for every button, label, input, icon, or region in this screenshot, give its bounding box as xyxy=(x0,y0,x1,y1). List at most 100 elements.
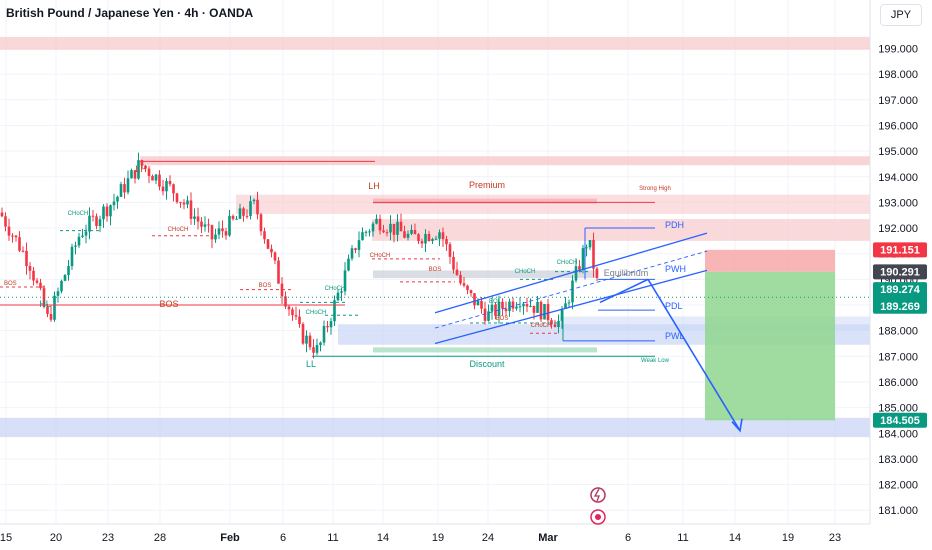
supply-zone-192 xyxy=(372,219,870,241)
candle-body xyxy=(466,285,469,291)
time-tick-label: 24 xyxy=(482,532,494,544)
equilibrium-label: Equilibrium xyxy=(604,268,649,278)
premium-label: Premium xyxy=(469,180,505,190)
candle-body xyxy=(578,266,581,270)
candle-body xyxy=(487,311,490,321)
price-tag-bg xyxy=(873,264,927,280)
price-axis[interactable]: 199.000 198.000 197.000 196.000 195.000 194.0… xyxy=(869,0,918,524)
price-tag-value: 189.274 xyxy=(880,284,921,296)
candle-body xyxy=(39,282,42,289)
candle-body xyxy=(182,202,186,205)
candle-body xyxy=(438,232,441,239)
time-tick-label: 14 xyxy=(729,532,741,544)
candle-body xyxy=(221,228,224,232)
candle-body xyxy=(291,309,294,316)
candle-body xyxy=(515,306,518,309)
target-icon[interactable] xyxy=(590,509,606,525)
candle-body xyxy=(200,221,203,227)
candle-body xyxy=(11,235,14,237)
price-tag-value: 190.291 xyxy=(880,266,920,278)
candle-body xyxy=(410,229,413,234)
candle-body xyxy=(175,193,179,203)
candle-body xyxy=(224,231,228,236)
choch-label-8: CHoCH xyxy=(306,310,327,316)
candle-body xyxy=(249,201,252,216)
lh-label-1: LH xyxy=(135,164,147,174)
candle-body xyxy=(70,246,74,267)
candle-body xyxy=(574,266,578,281)
time-tick-label: 11 xyxy=(327,532,338,544)
candle-body xyxy=(389,223,392,233)
candle-body xyxy=(4,216,7,227)
candle-body xyxy=(375,218,378,224)
time-tick-label: 23 xyxy=(829,532,841,544)
candle-body xyxy=(60,280,63,292)
time-tick-label: 19 xyxy=(432,532,444,544)
candle-body xyxy=(525,304,529,307)
candle-body xyxy=(130,170,133,179)
candle-body xyxy=(210,225,214,240)
candle-body xyxy=(77,236,81,246)
candle-body xyxy=(84,231,88,236)
candle-body xyxy=(305,335,308,344)
candle-body xyxy=(581,248,585,270)
candle-body xyxy=(392,223,396,235)
price-tick-label: 181.000 xyxy=(878,505,918,517)
candle-body xyxy=(165,180,168,192)
candle-body xyxy=(490,304,494,312)
candle-body xyxy=(63,274,67,281)
price-tick-label: 195.000 xyxy=(878,146,918,158)
candle-body xyxy=(298,316,301,324)
candle-body xyxy=(427,234,431,242)
candle-body xyxy=(385,232,389,234)
candle-body xyxy=(28,266,32,271)
candle-body xyxy=(340,291,343,293)
eql-label: EQL xyxy=(489,299,502,305)
candle-body xyxy=(193,216,196,219)
candle-body xyxy=(95,216,98,227)
candle-body xyxy=(32,270,35,281)
discount-label: Discount xyxy=(469,359,505,369)
currency-button[interactable]: JPY xyxy=(880,4,922,26)
price-tags: 191.151190.291189.27401:03:15189.269184.… xyxy=(873,242,927,428)
take-profit-box xyxy=(705,271,835,421)
candle-body xyxy=(501,301,504,309)
candle-body xyxy=(413,229,417,235)
lightning-icon[interactable] xyxy=(590,487,606,503)
channel-lower xyxy=(434,269,708,345)
candle-body xyxy=(399,221,403,232)
candle-body xyxy=(518,306,522,308)
candle-body xyxy=(207,224,210,226)
arrow-head xyxy=(731,418,743,433)
candle-body xyxy=(473,293,476,306)
ll-label: LL xyxy=(306,359,316,369)
candle-body xyxy=(238,208,242,219)
premium-zone xyxy=(373,198,597,204)
price-tick-label: 184.000 xyxy=(878,428,918,440)
target-dot-icon xyxy=(595,514,601,520)
time-axis[interactable]: 15 20 23 28 Feb 6 11 14 19 24 Mar 6 11 14 19 23 xyxy=(0,523,870,544)
candle-body xyxy=(571,280,574,303)
time-tick-label: 19 xyxy=(782,532,794,544)
channel-upper xyxy=(434,232,708,314)
price-tick-label: 192.000 xyxy=(878,223,918,235)
candle-body xyxy=(179,202,182,204)
price-tick-label: 182.000 xyxy=(878,480,918,492)
chart-icons[interactable] xyxy=(590,487,606,525)
candle-body xyxy=(137,160,140,179)
candle-body xyxy=(403,231,406,238)
candle-body xyxy=(102,206,105,220)
candle-body xyxy=(256,199,259,215)
candles xyxy=(0,152,599,359)
candle-body xyxy=(88,215,91,232)
candle-body xyxy=(112,201,116,206)
candle-body xyxy=(483,308,487,321)
pdl-label: PDL xyxy=(665,301,683,311)
time-tick-label: 15 xyxy=(0,532,12,544)
candle-body xyxy=(350,248,354,259)
candle-body xyxy=(158,174,161,187)
time-tick-label: 6 xyxy=(280,532,286,544)
candle-body xyxy=(431,239,434,242)
candle-body xyxy=(196,216,200,222)
